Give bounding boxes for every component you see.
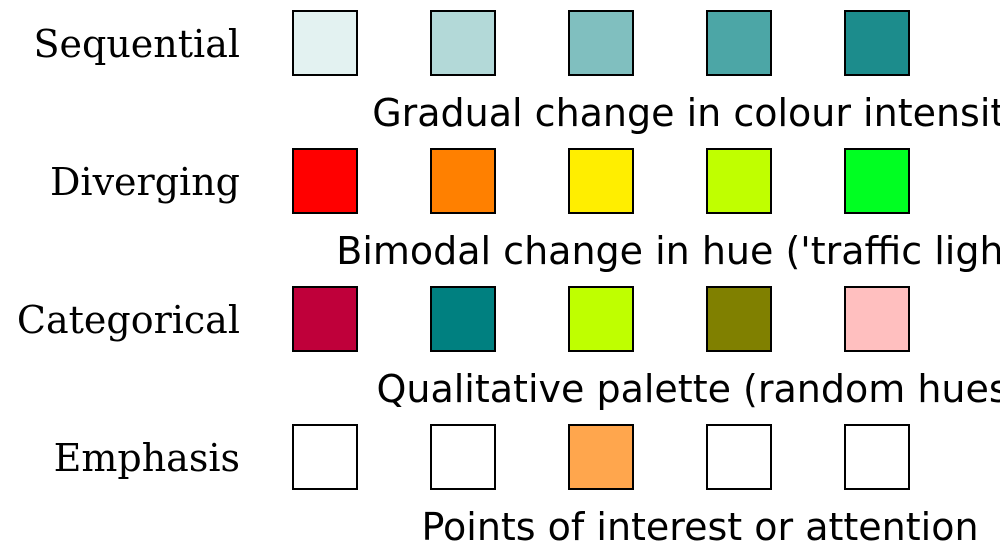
row-label-emphasis: Emphasis bbox=[53, 436, 240, 480]
swatch-emphasis-3 bbox=[568, 424, 634, 490]
swatch-emphasis-4 bbox=[706, 424, 772, 490]
swatch-categorical-1 bbox=[292, 286, 358, 352]
swatch-diverging-2 bbox=[430, 148, 496, 214]
swatch-sequential-2 bbox=[430, 10, 496, 76]
swatch-sequential-4 bbox=[706, 10, 772, 76]
swatch-emphasis-1 bbox=[292, 424, 358, 490]
swatch-diverging-4 bbox=[706, 148, 772, 214]
swatch-diverging-1 bbox=[292, 148, 358, 214]
row-caption-categorical: Qualitative palette (random hues) bbox=[376, 367, 1000, 411]
swatch-categorical-3 bbox=[568, 286, 634, 352]
swatch-sequential-3 bbox=[568, 10, 634, 76]
row-caption-sequential: Gradual change in colour intensity bbox=[372, 91, 1000, 135]
swatch-diverging-5 bbox=[844, 148, 910, 214]
swatch-sequential-5 bbox=[844, 10, 910, 76]
swatch-emphasis-5 bbox=[844, 424, 910, 490]
swatch-categorical-4 bbox=[706, 286, 772, 352]
swatch-categorical-5 bbox=[844, 286, 910, 352]
swatch-emphasis-2 bbox=[430, 424, 496, 490]
row-label-sequential: Sequential bbox=[33, 22, 240, 66]
swatch-categorical-2 bbox=[430, 286, 496, 352]
row-caption-diverging: Bimodal change in hue ('traffic light') bbox=[336, 229, 1000, 273]
row-caption-emphasis: Points of interest or attention bbox=[421, 505, 979, 549]
swatch-sequential-1 bbox=[292, 10, 358, 76]
row-label-diverging: Diverging bbox=[49, 160, 240, 204]
row-label-categorical: Categorical bbox=[16, 298, 240, 342]
swatch-diverging-3 bbox=[568, 148, 634, 214]
